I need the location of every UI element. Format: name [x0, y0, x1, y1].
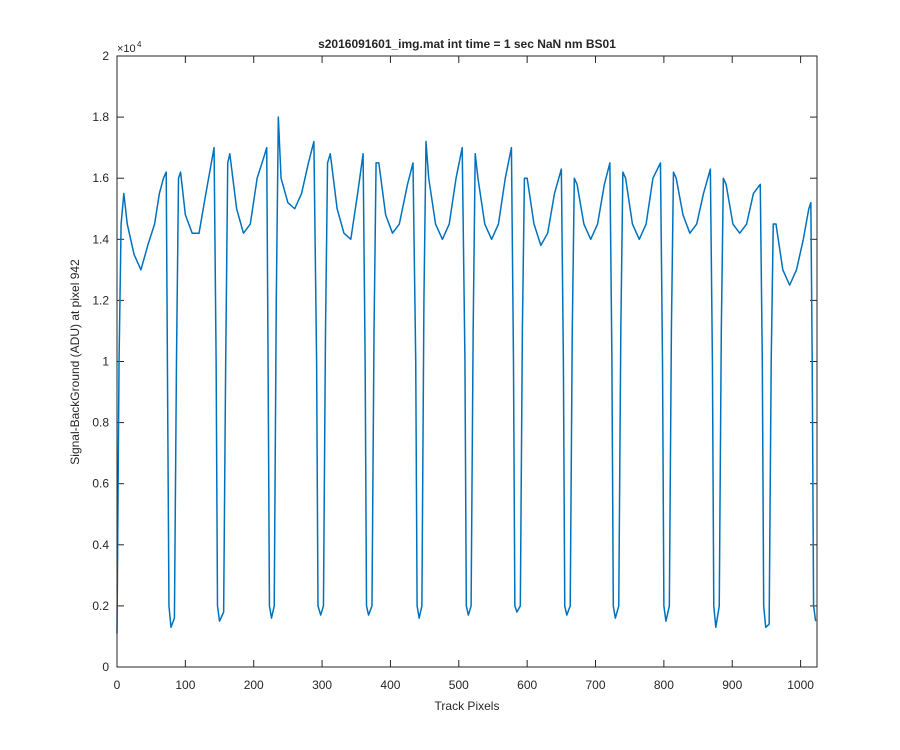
- y-tick-label: 0.4: [92, 538, 109, 552]
- y-tick-label: 1.8: [92, 110, 109, 124]
- x-tick-label: 600: [517, 678, 537, 692]
- x-tick-label: 700: [586, 678, 606, 692]
- axes-box: [116, 55, 818, 668]
- y-tick-label: 0.8: [92, 416, 109, 430]
- y-exponent-base: ×10: [117, 43, 136, 55]
- x-axis-label: Track Pixels: [435, 699, 500, 713]
- y-tick-label: 0: [102, 660, 109, 674]
- x-tick-label: 100: [175, 678, 195, 692]
- x-tick-label: 1000: [787, 678, 814, 692]
- y-exponent-power: 4: [137, 40, 142, 49]
- x-tick-label: 400: [380, 678, 400, 692]
- x-tick-label: 300: [312, 678, 332, 692]
- data-line: [116, 116, 817, 634]
- y-tick-label: 0.2: [92, 599, 109, 613]
- y-axis-label: Signal-BackGround (ADU) at pixel 942: [68, 259, 82, 465]
- y-tick-label: 1: [102, 355, 109, 369]
- y-tick-label: 2: [102, 49, 109, 63]
- x-tick-label: 900: [722, 678, 742, 692]
- chart-title: s2016091601_img.mat int time = 1 sec NaN…: [318, 37, 616, 51]
- x-tick-label: 0: [114, 678, 121, 692]
- x-tick-label: 800: [654, 678, 674, 692]
- y-tick-label: 1.4: [92, 232, 109, 246]
- y-tick-label: 1.6: [92, 171, 109, 185]
- x-tick-label: 200: [244, 678, 264, 692]
- x-tick-label: 500: [449, 678, 469, 692]
- y-tick-label: 0.6: [92, 477, 109, 491]
- y-tick-label: 1.2: [92, 293, 109, 307]
